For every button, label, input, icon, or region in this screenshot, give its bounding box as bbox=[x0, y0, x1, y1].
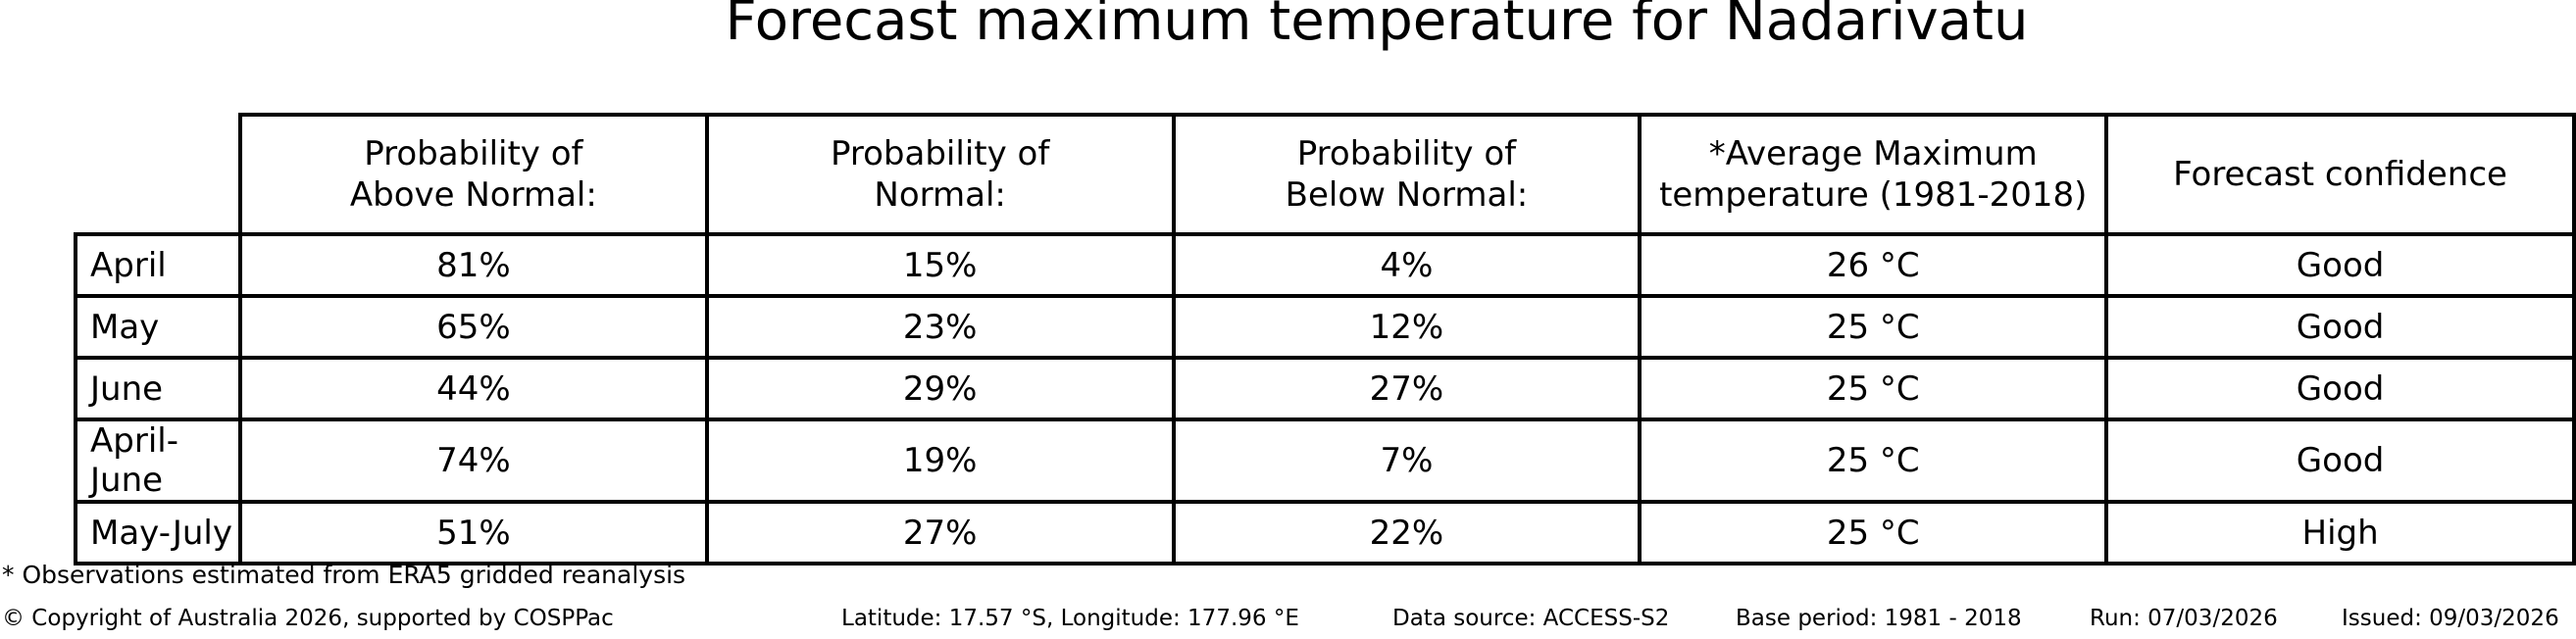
table-body: April 81% 15% 4% 26 °C Good May 65% 23% … bbox=[74, 232, 2576, 565]
table-row: June 44% 29% 27% 25 °C Good bbox=[74, 356, 2576, 421]
table-row: April-June 74% 19% 7% 25 °C Good bbox=[74, 418, 2576, 504]
cell-prob-below-normal: 22% bbox=[1171, 500, 1642, 565]
data-source-text: Data source: ACCESS-S2 bbox=[1392, 606, 1670, 631]
cell-forecast-confidence: Good bbox=[2104, 356, 2576, 421]
run-date-text: Run: 07/03/2026 bbox=[2090, 606, 2278, 631]
header-spacer-cell bbox=[76, 115, 240, 234]
cell-prob-above-normal: 74% bbox=[237, 418, 709, 504]
observations-footnote: * Observations estimated from ERA5 gridd… bbox=[2, 561, 686, 589]
cell-avg-max-temperature: 25 °C bbox=[1638, 500, 2109, 565]
cell-prob-below-normal: 7% bbox=[1171, 418, 1642, 504]
row-label: May-July bbox=[74, 500, 242, 565]
cell-forecast-confidence: Good bbox=[2104, 294, 2576, 360]
cell-forecast-confidence: Good bbox=[2104, 418, 2576, 504]
table-row: May 65% 23% 12% 25 °C Good bbox=[74, 294, 2576, 360]
cell-prob-above-normal: 81% bbox=[237, 232, 709, 298]
coordinates-text: Latitude: 17.57 °S, Longitude: 177.96 °E bbox=[841, 606, 1299, 631]
cell-avg-max-temperature: 25 °C bbox=[1638, 294, 2109, 360]
header-prob-normal: Probability of Normal: bbox=[704, 113, 1176, 236]
cell-prob-normal: 23% bbox=[704, 294, 1176, 360]
cell-prob-normal: 27% bbox=[704, 500, 1176, 565]
cell-avg-max-temperature: 25 °C bbox=[1638, 356, 2109, 421]
issued-date-text: Issued: 09/03/2026 bbox=[2342, 606, 2559, 631]
cell-prob-normal: 19% bbox=[704, 418, 1176, 504]
header-forecast-confidence: Forecast confidence bbox=[2104, 113, 2576, 236]
row-label: April-June bbox=[74, 418, 242, 504]
cell-prob-below-normal: 12% bbox=[1171, 294, 1642, 360]
header-avg-max-temperature: *Average Maximum temperature (1981-2018) bbox=[1638, 113, 2109, 236]
cell-avg-max-temperature: 26 °C bbox=[1638, 232, 2109, 298]
copyright-text: © Copyright of Australia 2026, supported… bbox=[2, 606, 614, 631]
cell-prob-below-normal: 4% bbox=[1171, 232, 1642, 298]
header-prob-above-normal: Probability of Above Normal: bbox=[237, 113, 709, 236]
cell-prob-normal: 15% bbox=[704, 232, 1176, 298]
cell-avg-max-temperature: 25 °C bbox=[1638, 418, 2109, 504]
cell-prob-above-normal: 44% bbox=[237, 356, 709, 421]
row-label: April bbox=[74, 232, 242, 298]
cell-prob-above-normal: 65% bbox=[237, 294, 709, 360]
table-row: April 81% 15% 4% 26 °C Good bbox=[74, 232, 2576, 298]
forecast-table: Probability of Above Normal: Probability… bbox=[74, 113, 2576, 565]
row-label: May bbox=[74, 294, 242, 360]
cell-forecast-confidence: Good bbox=[2104, 232, 2576, 298]
table-header-row: Probability of Above Normal: Probability… bbox=[76, 113, 2576, 236]
cell-prob-above-normal: 51% bbox=[237, 500, 709, 565]
row-label: June bbox=[74, 356, 242, 421]
cell-forecast-confidence: High bbox=[2104, 500, 2576, 565]
page-title: Forecast maximum temperature for Nadariv… bbox=[725, 0, 2029, 53]
base-period-text: Base period: 1981 - 2018 bbox=[1736, 606, 2022, 631]
table-row: May-July 51% 27% 22% 25 °C High bbox=[74, 500, 2576, 565]
cell-prob-normal: 29% bbox=[704, 356, 1176, 421]
cell-prob-below-normal: 27% bbox=[1171, 356, 1642, 421]
header-prob-below-normal: Probability of Below Normal: bbox=[1171, 113, 1642, 236]
